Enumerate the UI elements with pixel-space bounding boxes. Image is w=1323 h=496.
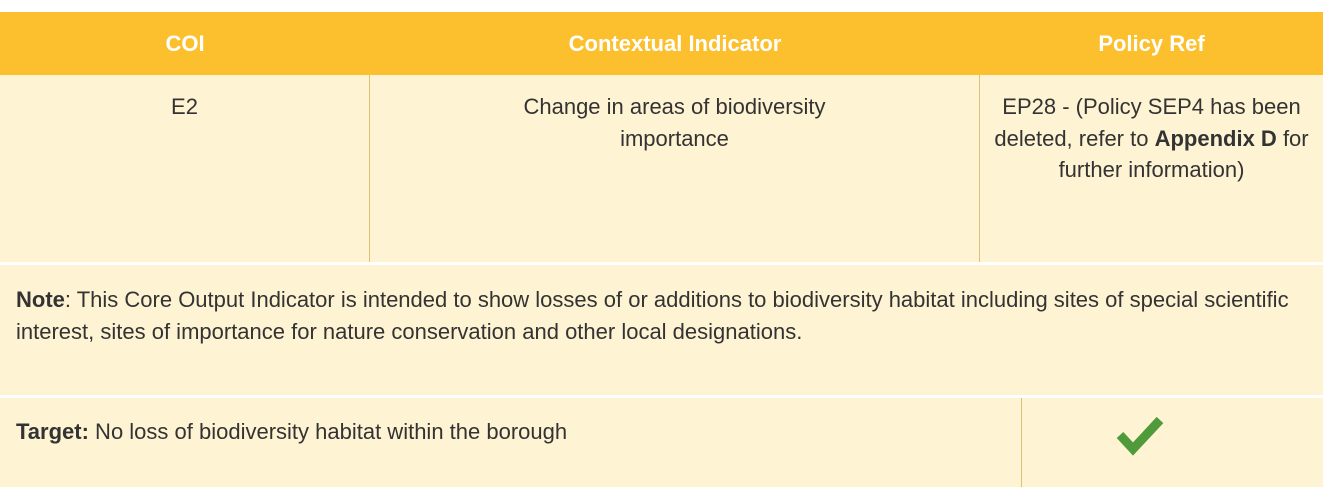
checkmark	[1116, 416, 1164, 456]
target-label: Target:	[16, 419, 89, 444]
target-cell: Target: No loss of biodiversity habitat …	[0, 398, 1021, 487]
note-text: : This Core Output Indicator is intended…	[16, 287, 1289, 344]
divider	[1021, 398, 1022, 487]
text: EP28 - (Policy SEP4 has been deleted, re…	[994, 94, 1301, 151]
bold-text: Appendix D	[1154, 125, 1277, 151]
header-cell: Policy Ref	[980, 12, 1323, 75]
coi-cell: E2	[0, 75, 369, 262]
header-cell: Contextual Indicator	[370, 12, 980, 75]
status-icon	[1116, 416, 1164, 456]
note-label: Note	[16, 287, 65, 312]
note-cell: Note: This Core Output Indicator is inte…	[0, 265, 1323, 395]
policy-cell: EP28 - (Policy SEP4 has been deleted, re…	[980, 75, 1323, 262]
header-cell: COI	[0, 12, 370, 75]
divider	[979, 75, 980, 262]
text: for further information)	[1058, 125, 1309, 183]
status-cell	[1022, 398, 1323, 487]
indicator-cell: Change in areas of biodiversity importan…	[370, 75, 979, 262]
target-text: No loss of biodiversity habitat within t…	[88, 419, 568, 444]
divider	[369, 75, 370, 262]
